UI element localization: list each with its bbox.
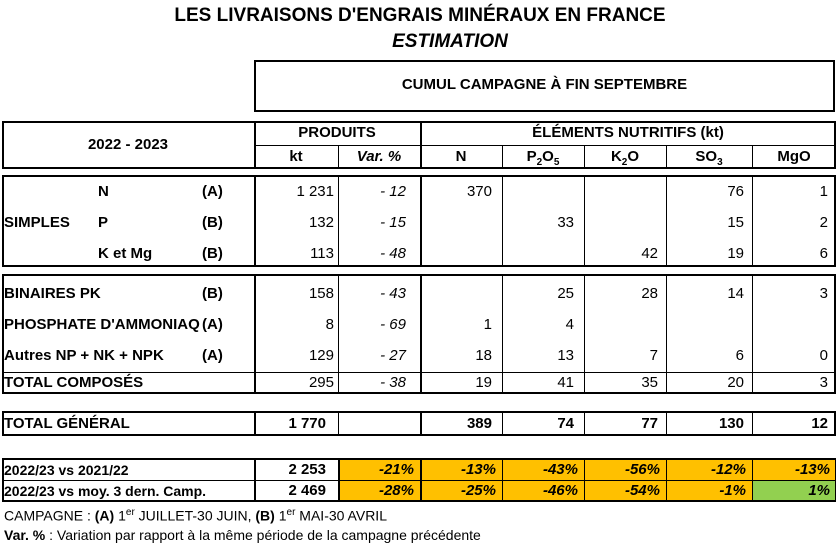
- row-type: (A): [202, 183, 223, 200]
- row-s: 19: [727, 245, 744, 262]
- page-subtitle: ESTIMATION: [392, 31, 508, 52]
- compare-var: -21%: [378, 461, 414, 478]
- produits-header: PRODUITS: [298, 124, 376, 141]
- row-label: TOTAL COMPOSÉS: [4, 374, 144, 391]
- row-kt: 295: [308, 374, 334, 391]
- period-box: [254, 60, 835, 112]
- compare-label: 2022/23 vs 2021/22: [4, 462, 129, 478]
- simples-section: [2, 175, 836, 267]
- compare-n: -25%: [460, 482, 496, 499]
- row-label: P: [98, 214, 109, 231]
- row-s: 15: [727, 214, 744, 231]
- row-var: - 27: [380, 347, 406, 364]
- row-kt: 113: [310, 245, 334, 262]
- row-n: 1: [483, 316, 492, 333]
- total-mg: 12: [811, 415, 828, 432]
- row-kt: 132: [308, 214, 334, 231]
- compare-k: -56%: [624, 461, 660, 478]
- col-n: N: [455, 148, 467, 165]
- footer-campagne: CAMPAGNE : (A) 1er JUILLET-30 JUIN, (B) …: [4, 507, 387, 524]
- row-mg: 3: [819, 374, 828, 391]
- row-type: (A): [202, 316, 223, 333]
- row-label: Autres NP + NK + NPK: [4, 347, 164, 364]
- col-k2o: K2O: [610, 148, 640, 168]
- row-k: 28: [641, 285, 658, 302]
- period-label: CUMUL CAMPAGNE À FIN SEPTEMBRE: [401, 76, 688, 93]
- row-p: 25: [557, 285, 574, 302]
- composes-section: [2, 274, 836, 394]
- row-k: 35: [641, 374, 658, 391]
- row-s: 76: [727, 183, 744, 200]
- row-var: - 69: [380, 316, 406, 333]
- col-p2o5: P2O5: [526, 148, 560, 168]
- col-mgo: MgO: [777, 148, 811, 165]
- row-mg: 1: [819, 183, 828, 200]
- compare-label: 2022/23 vs moy. 3 dern. Camp.: [4, 483, 207, 499]
- total-p: 74: [557, 415, 574, 432]
- row-type: (B): [202, 245, 223, 262]
- row-p: 4: [565, 316, 574, 333]
- row-type: (B): [202, 214, 223, 231]
- compare-s: -12%: [710, 461, 746, 478]
- compare-mg: -13%: [794, 461, 830, 478]
- row-n: 18: [475, 347, 492, 364]
- compare-var: -28%: [378, 482, 414, 499]
- row-mg: 6: [819, 245, 828, 262]
- row-var: - 38: [380, 374, 406, 391]
- row-kt: 158: [308, 285, 334, 302]
- row-var: - 48: [380, 245, 406, 262]
- col-so3: SO3: [695, 148, 723, 168]
- row-var: - 15: [380, 214, 406, 231]
- row-s: 6: [735, 347, 744, 364]
- col-var: Var. %: [356, 148, 402, 165]
- elements-header: ÉLÉMENTS NUTRITIFS (kt): [532, 124, 724, 141]
- row-label: K et Mg: [98, 245, 153, 262]
- total-section: [2, 411, 836, 436]
- total-kt: 1 770: [288, 415, 326, 432]
- row-var: - 43: [380, 285, 406, 302]
- row-p: 13: [557, 347, 574, 364]
- row-label: N: [98, 183, 109, 200]
- row-n: 370: [466, 183, 492, 200]
- compare-p: -46%: [542, 482, 578, 499]
- compare-k: -54%: [624, 482, 660, 499]
- row-label: PHOSPHATE D'AMMONIAQ: [4, 316, 200, 333]
- row-mg: 0: [819, 347, 828, 364]
- row-s: 20: [727, 374, 744, 391]
- compare-kt: 2 469: [288, 482, 326, 499]
- total-n: 389: [466, 415, 492, 432]
- row-mg: 3: [819, 285, 828, 302]
- row-s: 14: [727, 285, 744, 302]
- row-kt: 1 231: [296, 183, 334, 200]
- simples-label: SIMPLES: [4, 214, 70, 231]
- row-k: 42: [641, 245, 658, 262]
- row-p: 41: [557, 374, 574, 391]
- row-kt: 8: [325, 316, 334, 333]
- row-type: (A): [202, 347, 223, 364]
- compare-n: -13%: [460, 461, 496, 478]
- total-label: TOTAL GÉNÉRAL: [4, 415, 130, 432]
- row-label: BINAIRES PK: [4, 285, 101, 302]
- row-kt: 129: [308, 347, 334, 364]
- compare-kt: 2 253: [288, 461, 326, 478]
- row-type: (B): [202, 285, 223, 302]
- row-var: - 12: [380, 183, 406, 200]
- year-label: 2022 - 2023: [87, 136, 169, 153]
- page-title: LES LIVRAISONS D'ENGRAIS MINÉRAUX EN FRA…: [174, 5, 666, 26]
- row-n: 19: [475, 374, 492, 391]
- total-k: 77: [641, 415, 658, 432]
- row-mg: 2: [819, 214, 828, 231]
- row-k: 7: [649, 347, 658, 364]
- compare-mg: 1%: [808, 482, 830, 499]
- compare-s: -1%: [719, 482, 746, 499]
- footer-var-note: Var. % : Variation par rapport à la même…: [4, 527, 481, 543]
- compare-p: -43%: [542, 461, 578, 478]
- total-s: 130: [718, 415, 744, 432]
- col-kt: kt: [289, 148, 303, 165]
- row-p: 33: [557, 214, 574, 231]
